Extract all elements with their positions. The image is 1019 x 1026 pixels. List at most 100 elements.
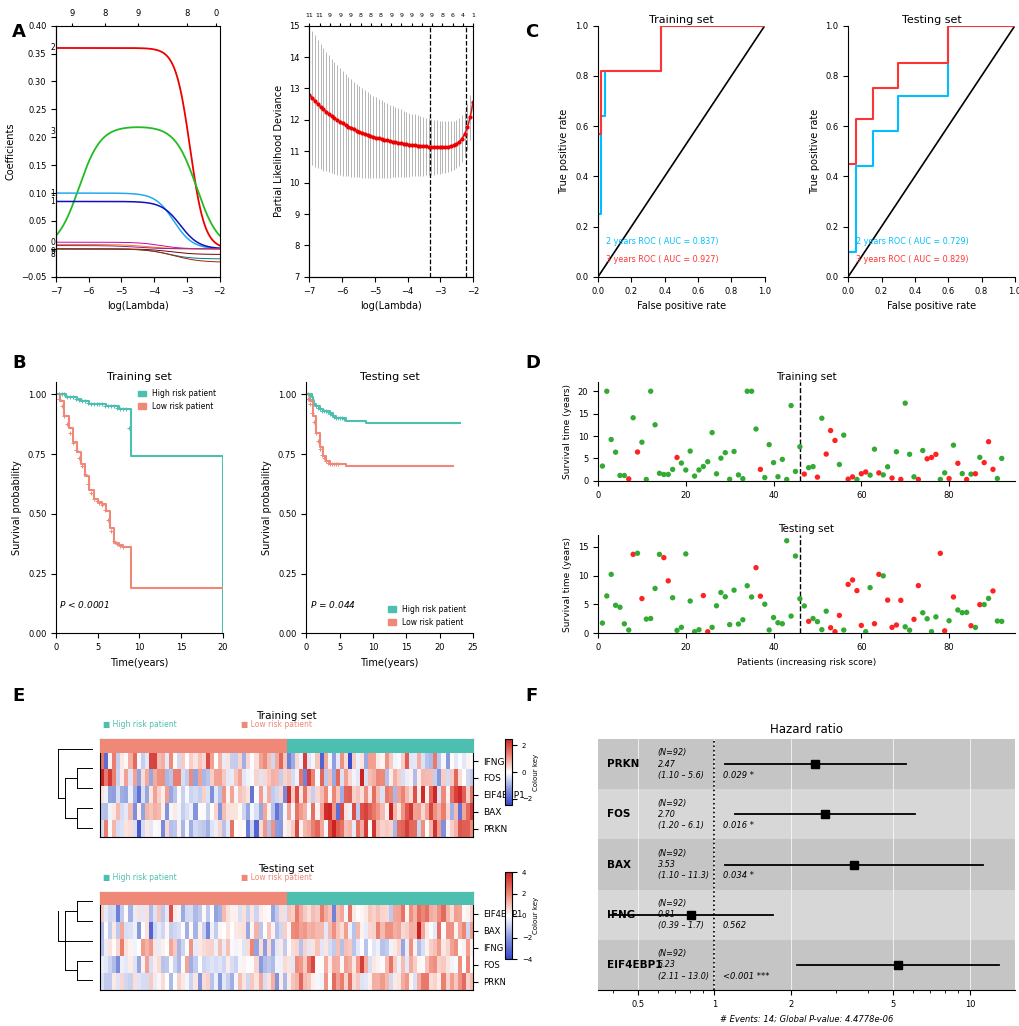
Point xyxy=(712,585,729,601)
Point xyxy=(945,589,961,605)
Point xyxy=(703,425,719,441)
Point xyxy=(874,567,891,584)
Y-axis label: Survival probability: Survival probability xyxy=(12,461,22,555)
Text: FOS: FOS xyxy=(606,810,630,820)
Text: 2.70: 2.70 xyxy=(657,810,675,819)
Y-axis label: Coefficients: Coefficients xyxy=(5,122,15,180)
Point xyxy=(840,577,856,593)
X-axis label: False positive rate: False positive rate xyxy=(636,301,726,311)
Text: C: C xyxy=(525,23,538,41)
Y-axis label: True positive rate: True positive rate xyxy=(809,109,819,194)
Point xyxy=(777,471,794,487)
Point xyxy=(720,471,737,487)
Point xyxy=(817,446,834,463)
Point xyxy=(861,467,877,483)
Point xyxy=(835,427,851,443)
Point xyxy=(668,622,685,638)
Text: ■ High risk patient: ■ High risk patient xyxy=(103,720,177,729)
Text: 0.562: 0.562 xyxy=(722,921,747,931)
Point xyxy=(638,610,654,627)
Y-axis label: Partial Likelihood Deviance: Partial Likelihood Deviance xyxy=(273,85,283,218)
Point xyxy=(633,434,649,450)
Point xyxy=(703,619,719,635)
Point xyxy=(598,383,614,399)
Point xyxy=(840,471,856,487)
Text: IFNG: IFNG xyxy=(606,910,635,919)
Text: A: A xyxy=(12,23,26,41)
Point xyxy=(817,603,834,620)
Point xyxy=(607,597,624,614)
Point xyxy=(615,467,632,483)
X-axis label: Time(years): Time(years) xyxy=(360,658,419,668)
Point xyxy=(720,617,737,633)
Text: EIF4EBP1: EIF4EBP1 xyxy=(606,960,662,970)
Point xyxy=(760,622,776,638)
Point xyxy=(804,610,820,627)
Point xyxy=(751,462,767,478)
Text: ■ High risk patient: ■ High risk patient xyxy=(103,873,177,881)
Point xyxy=(830,457,847,473)
Point xyxy=(756,596,772,613)
Point xyxy=(712,450,729,467)
Text: D: D xyxy=(525,354,540,372)
Point xyxy=(896,395,912,411)
Point xyxy=(677,462,693,478)
Point xyxy=(940,613,956,629)
Text: (N=92): (N=92) xyxy=(657,849,687,858)
Point xyxy=(927,446,944,463)
Y-axis label: Survival time (years): Survival time (years) xyxy=(562,537,572,632)
Point xyxy=(699,453,715,470)
Point xyxy=(659,573,676,589)
Text: F: F xyxy=(525,687,537,706)
Text: (N=92): (N=92) xyxy=(657,798,687,807)
Point xyxy=(764,455,781,471)
Point xyxy=(808,614,824,630)
Text: 2: 2 xyxy=(51,43,55,52)
Point xyxy=(870,566,887,583)
Point xyxy=(769,615,786,631)
Point xyxy=(826,432,843,448)
Text: 3 years ROC ( AUC = 0.927): 3 years ROC ( AUC = 0.927) xyxy=(605,254,718,264)
Point xyxy=(883,619,900,635)
Point xyxy=(769,469,786,485)
Point xyxy=(892,592,908,608)
Title: Testing set: Testing set xyxy=(360,371,419,382)
Text: (N=92): (N=92) xyxy=(657,899,687,908)
Point xyxy=(979,434,996,450)
Point xyxy=(905,469,921,485)
Point xyxy=(918,610,934,627)
Point xyxy=(861,580,877,596)
Point xyxy=(857,464,873,480)
Point xyxy=(966,620,982,636)
Point xyxy=(659,466,676,482)
Point xyxy=(931,471,948,487)
Point xyxy=(764,609,781,626)
Point xyxy=(646,417,662,433)
Point xyxy=(953,604,969,621)
Point xyxy=(975,455,991,471)
Point xyxy=(848,471,864,487)
Point xyxy=(668,449,685,466)
Text: 0.016 *: 0.016 * xyxy=(722,821,753,830)
Point xyxy=(918,450,934,467)
Text: $P$ = 0.044: $P$ = 0.044 xyxy=(309,599,355,610)
Point xyxy=(673,619,689,635)
Point xyxy=(730,467,746,483)
Point xyxy=(686,468,702,484)
Point xyxy=(747,559,763,576)
Point xyxy=(607,444,624,461)
Point xyxy=(935,623,952,639)
Text: 2 years ROC ( AUC = 0.729): 2 years ROC ( AUC = 0.729) xyxy=(856,237,968,246)
Text: E: E xyxy=(12,687,24,706)
Title: Training set: Training set xyxy=(107,371,171,382)
Point xyxy=(883,470,900,486)
Point xyxy=(958,471,974,487)
Point xyxy=(747,421,763,437)
Point xyxy=(958,604,974,621)
Point xyxy=(835,622,851,638)
Point xyxy=(686,624,702,640)
Point xyxy=(821,620,838,636)
Point xyxy=(813,410,829,427)
Point xyxy=(852,466,868,482)
Text: 0.029 *: 0.029 * xyxy=(722,771,753,780)
